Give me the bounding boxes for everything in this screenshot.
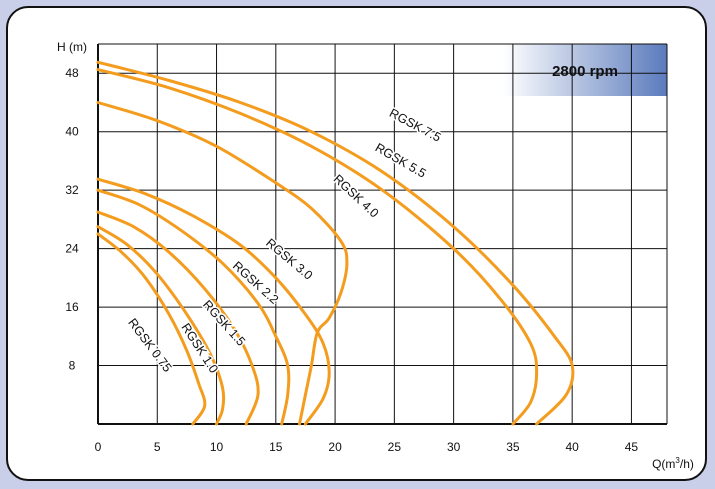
y-tick-label: 16 [65, 300, 79, 314]
x-tick-label: 25 [388, 440, 402, 454]
y-tick-label: 24 [65, 242, 79, 256]
x-axis-title: Q(m3/h) [652, 456, 694, 471]
curve-rgsk-1-0 [96, 225, 226, 426]
curve-label-rgsk-3-0: RGSK 3.0 [263, 236, 315, 283]
y-tick-label: 40 [65, 125, 79, 139]
y-tick-label: 48 [65, 66, 79, 80]
x-tick-label: 10 [210, 440, 224, 454]
x-tick-label: 30 [447, 440, 461, 454]
y-tick-label: 32 [65, 183, 79, 197]
curve-rgsk-3-0 [96, 177, 331, 426]
y-axis-title: H (m) [57, 40, 87, 54]
x-tick-label: 45 [625, 440, 639, 454]
curve-label-group: RGSK 3.0 [262, 234, 317, 284]
curve-rgsk-7-5 [96, 60, 575, 426]
curve-label-group: RGSK 7.5 [385, 104, 444, 146]
curve-label-group: RGSK 5.5 [371, 139, 430, 182]
curve-label-group: RGSK 1.5 [199, 296, 250, 350]
curve-rgsk-5-5 [96, 68, 539, 426]
curve-rgsk-1-5 [96, 210, 260, 426]
curve-label-rgsk-5-5: RGSK 5.5 [373, 140, 429, 180]
x-tick-label: 15 [269, 440, 283, 454]
curve-label-rgsk-1-5: RGSK 1.5 [200, 298, 248, 349]
curve-rgsk-0-75 [96, 232, 207, 426]
curve-label-rgsk-7-5: RGSK 7.5 [387, 106, 443, 145]
x-tick-label: 35 [506, 440, 520, 454]
x-tick-label: 0 [95, 440, 102, 454]
x-tick-label: 40 [565, 440, 579, 454]
curve-rgsk-4-0 [96, 101, 349, 426]
rpm-banner-text: 2800 rpm [552, 63, 618, 80]
rpm-banner [503, 44, 667, 96]
y-tick-label: 8 [69, 359, 76, 373]
curve-label-rgsk-4-0: RGSK 4.0 [331, 172, 382, 221]
x-tick-label: 5 [154, 440, 161, 454]
curve-rgsk-2-2 [96, 188, 291, 426]
curve-label-group: RGSK 4.0 [329, 170, 383, 222]
x-tick-label: 20 [328, 440, 342, 454]
